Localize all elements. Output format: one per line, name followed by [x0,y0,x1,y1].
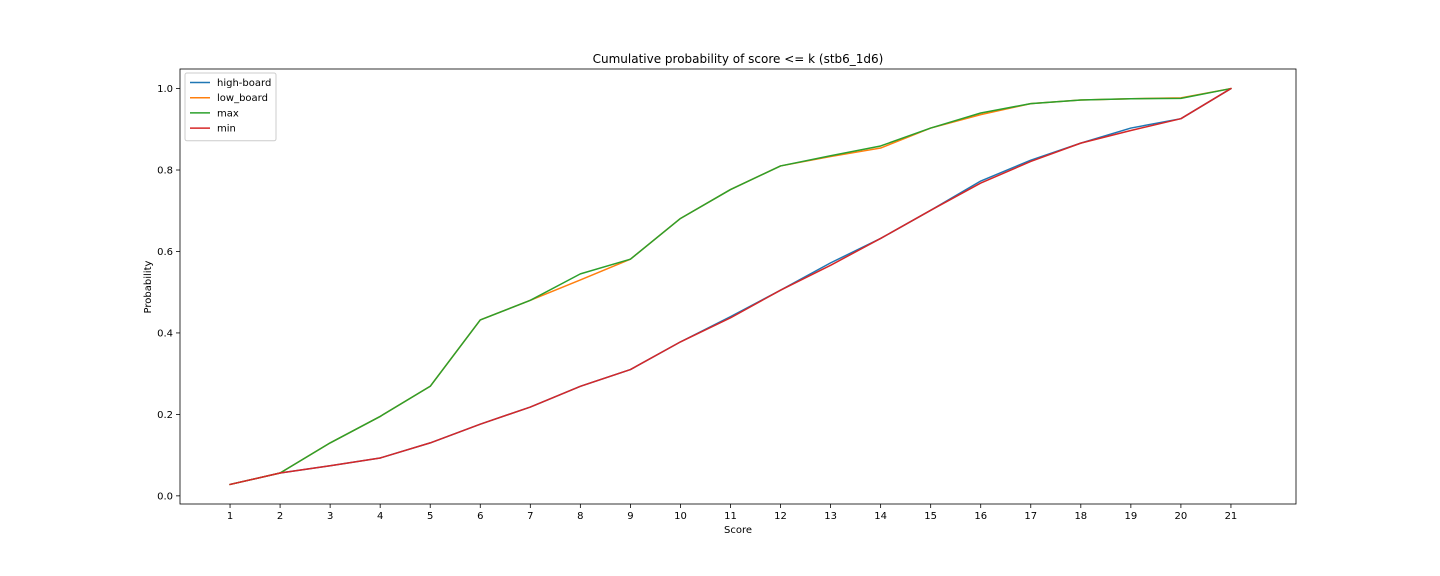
y-tick-label: 0.6 [157,247,173,258]
x-tick-label: 3 [327,511,333,522]
y-tick-label: 0.0 [157,491,173,502]
x-tick-label: 4 [377,511,383,522]
x-tick-label: 14 [874,511,887,522]
x-tick-label: 15 [924,511,937,522]
x-tick-label: 6 [477,511,483,522]
x-tick-label: 12 [774,511,787,522]
plot-frame [179,68,1297,505]
x-tick-label: 11 [724,511,737,522]
x-tick-label: 19 [1124,511,1137,522]
plot-area: 1 2 3 4 5 6 7 8 9 10 11 12 13 14 15 16 17 18 19 20 210.00.20… [157,68,1297,522]
x-tick-label: 9 [627,511,633,522]
series-line-high-board [229,87,1232,486]
x-tick-label: 7 [527,511,533,522]
x-tick-label: 17 [1024,511,1037,522]
y-axis-label: Probability [143,260,154,313]
series-line-low_board [229,87,1232,486]
chart-title: Cumulative probability of score <= k (st… [593,52,884,66]
x-axis-label: Score [724,525,752,536]
x-tick-label: 21 [1225,511,1238,522]
x-tick-label: 1 [227,511,233,522]
legend-box [184,72,277,142]
x-tick-label: 10 [674,511,687,522]
legend-entry: min [217,124,236,135]
legend-entry: high-board [217,78,271,89]
legend-entry: max [217,108,239,119]
x-tick-label: 5 [427,511,433,522]
x-tick-label: 2 [277,511,283,522]
legend-entry: low_board [217,93,268,104]
y-tick-label: 0.8 [157,166,173,177]
series-line-min [229,87,1232,486]
y-tick-label: 0.2 [157,410,173,421]
x-tick-label: 13 [824,511,837,522]
y-tick-label: 1.0 [157,84,173,95]
y-tick-label: 0.4 [157,328,173,339]
series-line-max [229,87,1232,486]
x-tick-label: 20 [1175,511,1188,522]
x-tick-label: 18 [1074,511,1087,522]
x-tick-label: 8 [577,511,583,522]
x-tick-label: 16 [974,511,987,522]
